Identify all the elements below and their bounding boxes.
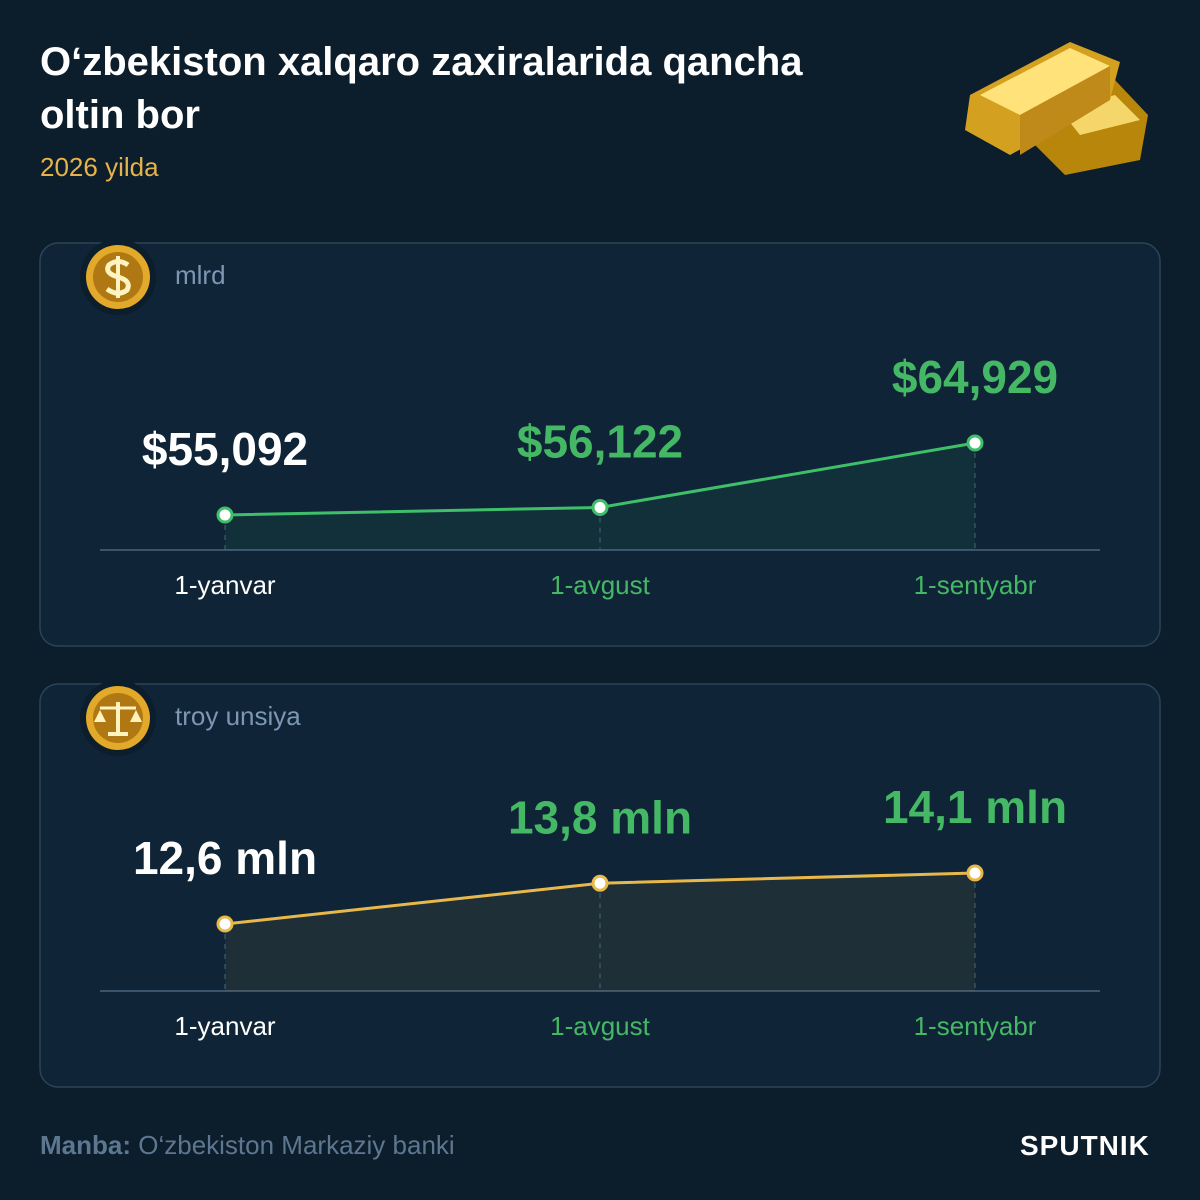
dollar-icon: [80, 239, 156, 315]
area: [225, 443, 975, 550]
panel: [39, 242, 1161, 647]
value-label: 12,6 mln: [133, 832, 317, 884]
value-label: $56,122: [517, 416, 683, 468]
x-tick-label: 1-sentyabr: [914, 1011, 1037, 1041]
x-tick-label: 1-yanvar: [174, 570, 275, 600]
point: [216, 506, 234, 524]
point: [966, 434, 984, 452]
source-label: Manba:: [40, 1130, 131, 1160]
x-tick-label: 1-yanvar: [174, 1011, 275, 1041]
x-tick-label: 1-sentyabr: [914, 570, 1037, 600]
point: [591, 874, 609, 892]
point: [966, 864, 984, 882]
value-label: 14,1 mln: [883, 781, 1067, 833]
title: O‘zbekiston xalqaro zaxiralarida qancha …: [40, 40, 803, 137]
gold-bars: [965, 42, 1148, 175]
source-text: O‘zbekiston Markaziy banki: [138, 1130, 455, 1160]
x-tick-label: 1-avgust: [550, 570, 650, 600]
point: [591, 498, 609, 516]
value-label: $64,929: [892, 351, 1058, 403]
scales-icon: [80, 680, 156, 756]
area: [225, 873, 975, 991]
unit-label: mlrd: [175, 260, 226, 290]
value-label: 13,8 mln: [508, 791, 692, 843]
value-label: $55,092: [142, 423, 308, 475]
x-tick-label: 1-avgust: [550, 1011, 650, 1041]
source: Manba: O‘zbekiston Markaziy banki: [40, 1130, 455, 1161]
unit-label: troy unsiya: [175, 701, 301, 731]
subtitle: 2026 yilda: [40, 152, 159, 182]
point: [216, 915, 234, 933]
brand: SPUTNIK: [1020, 1130, 1150, 1161]
